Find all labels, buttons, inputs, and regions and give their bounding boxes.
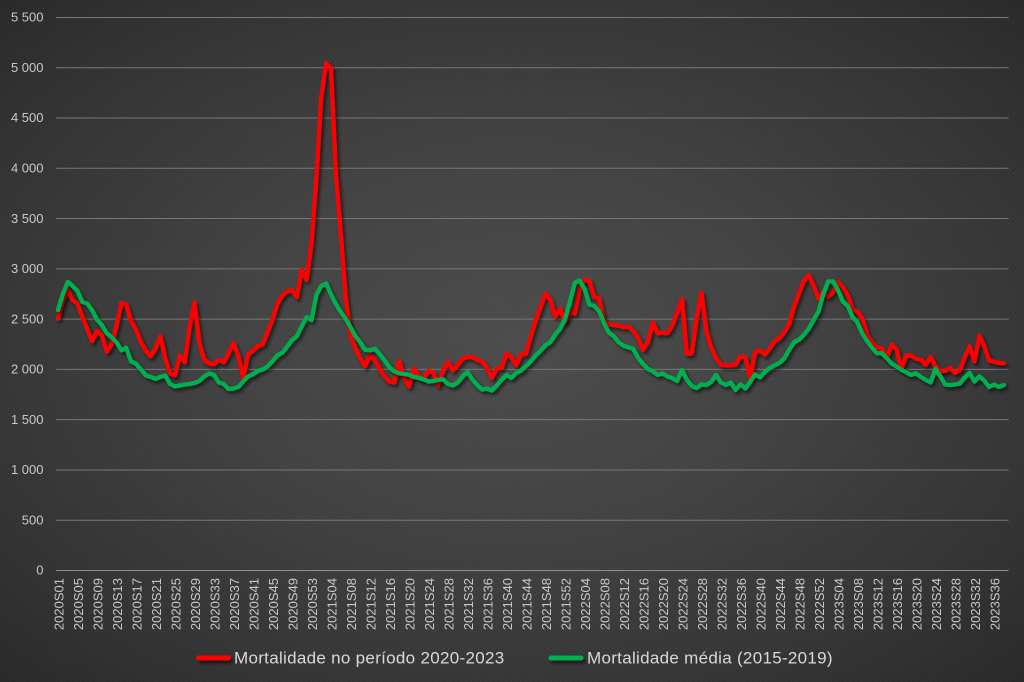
svg-text:2020S53: 2020S53 bbox=[305, 578, 320, 630]
svg-text:2023S20: 2023S20 bbox=[910, 578, 925, 630]
svg-text:2020S21: 2020S21 bbox=[149, 578, 164, 630]
svg-text:2022S28: 2022S28 bbox=[695, 578, 710, 630]
svg-text:2020S09: 2020S09 bbox=[91, 578, 106, 630]
svg-text:2023S24: 2023S24 bbox=[929, 578, 944, 630]
svg-text:5 500: 5 500 bbox=[11, 10, 44, 25]
svg-text:2020S13: 2020S13 bbox=[110, 578, 125, 630]
svg-text:2022S32: 2022S32 bbox=[715, 578, 730, 630]
svg-text:3 500: 3 500 bbox=[11, 211, 44, 226]
svg-text:2021S24: 2021S24 bbox=[422, 578, 437, 630]
svg-text:2022S48: 2022S48 bbox=[793, 578, 808, 630]
svg-text:2021S48: 2021S48 bbox=[539, 578, 554, 630]
svg-text:2021S12: 2021S12 bbox=[364, 578, 379, 630]
svg-text:2021S52: 2021S52 bbox=[559, 578, 574, 630]
svg-text:2020S05: 2020S05 bbox=[71, 578, 86, 630]
svg-text:2023S04: 2023S04 bbox=[832, 578, 847, 630]
svg-text:2021S20: 2021S20 bbox=[403, 578, 418, 630]
svg-text:3 000: 3 000 bbox=[11, 261, 44, 276]
svg-text:2021S16: 2021S16 bbox=[383, 578, 398, 630]
svg-text:2021S32: 2021S32 bbox=[461, 578, 476, 630]
svg-text:2020S17: 2020S17 bbox=[130, 578, 145, 630]
svg-text:2023S28: 2023S28 bbox=[949, 578, 964, 630]
svg-text:500: 500 bbox=[22, 512, 44, 527]
svg-text:4 500: 4 500 bbox=[11, 110, 44, 125]
svg-text:2022S08: 2022S08 bbox=[598, 578, 613, 630]
svg-text:2020S01: 2020S01 bbox=[52, 578, 67, 630]
svg-text:2022S04: 2022S04 bbox=[578, 578, 593, 630]
svg-text:2 000: 2 000 bbox=[11, 362, 44, 377]
svg-text:4 000: 4 000 bbox=[11, 161, 44, 176]
svg-text:2021S36: 2021S36 bbox=[481, 578, 496, 630]
svg-text:2020S29: 2020S29 bbox=[188, 578, 203, 630]
svg-text:2023S08: 2023S08 bbox=[851, 578, 866, 630]
svg-text:Mortalidade no período 2020-20: Mortalidade no período 2020-2023 bbox=[234, 649, 504, 668]
svg-text:2021S40: 2021S40 bbox=[500, 578, 515, 630]
svg-text:1 000: 1 000 bbox=[11, 462, 44, 477]
svg-text:2022S20: 2022S20 bbox=[656, 578, 671, 630]
svg-text:2021S44: 2021S44 bbox=[520, 578, 535, 630]
svg-text:2023S32: 2023S32 bbox=[968, 578, 983, 630]
svg-text:2022S36: 2022S36 bbox=[734, 578, 749, 630]
svg-text:5 000: 5 000 bbox=[11, 60, 44, 75]
svg-text:2021S08: 2021S08 bbox=[344, 578, 359, 630]
svg-text:2020S49: 2020S49 bbox=[286, 578, 301, 630]
svg-text:2020S45: 2020S45 bbox=[266, 578, 281, 630]
svg-text:2022S24: 2022S24 bbox=[676, 578, 691, 630]
svg-text:2022S12: 2022S12 bbox=[617, 578, 632, 630]
svg-text:Mortalidade média (2015-2019): Mortalidade média (2015-2019) bbox=[587, 649, 833, 668]
svg-text:0: 0 bbox=[36, 563, 43, 578]
svg-text:2023S12: 2023S12 bbox=[871, 578, 886, 630]
svg-text:2022S16: 2022S16 bbox=[637, 578, 652, 630]
svg-text:2020S33: 2020S33 bbox=[208, 578, 223, 630]
svg-text:2 500: 2 500 bbox=[11, 311, 44, 326]
svg-text:2020S37: 2020S37 bbox=[227, 578, 242, 630]
svg-text:1 500: 1 500 bbox=[11, 412, 44, 427]
svg-text:2022S44: 2022S44 bbox=[773, 578, 788, 630]
svg-text:2021S04: 2021S04 bbox=[325, 578, 340, 630]
svg-text:2020S41: 2020S41 bbox=[247, 578, 262, 630]
svg-text:2022S52: 2022S52 bbox=[812, 578, 827, 630]
svg-text:2023S36: 2023S36 bbox=[988, 578, 1003, 630]
svg-text:2020S25: 2020S25 bbox=[169, 578, 184, 630]
svg-text:2023S16: 2023S16 bbox=[890, 578, 905, 630]
svg-text:2021S28: 2021S28 bbox=[442, 578, 457, 630]
svg-text:2022S40: 2022S40 bbox=[754, 578, 769, 630]
